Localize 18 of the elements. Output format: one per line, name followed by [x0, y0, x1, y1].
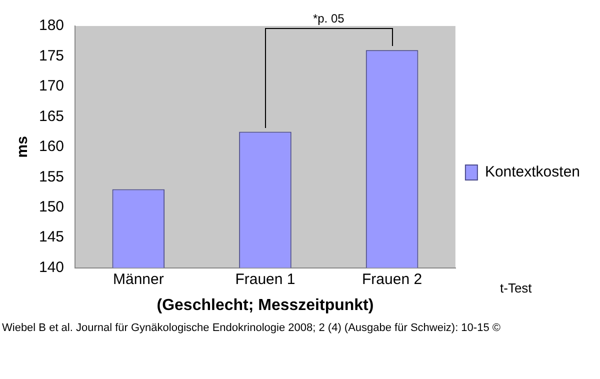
x-tick-label: Frauen 2 [362, 270, 422, 288]
text: t-Test [500, 280, 532, 296]
y-tick-label: 180 [38, 17, 64, 34]
y-tick-label: 140 [38, 258, 64, 276]
legend-label: Kontextkosten [484, 164, 580, 181]
y-tick-label: 160 [38, 138, 64, 156]
text: *p. 05 [312, 11, 345, 26]
x-axis-title: (Geschlecht; Messzeitpunkt) [156, 296, 374, 314]
text: Wiebel B et al. Journal für Gynäkologische Endokrinologie 2008; 2 (4) (Ausgabe für Schweiz): 10-15 © [2, 322, 500, 334]
x-tick-label: Frauen 1 [235, 270, 296, 288]
y-tick-label: 175 [38, 47, 64, 64]
x-tick-label: Männer [113, 270, 164, 288]
y-tick-label: 145 [38, 228, 64, 246]
y-tick-label: 170 [38, 78, 64, 95]
y-tick-label: 150 [38, 198, 64, 216]
y-tick-label: 155 [38, 168, 64, 186]
y-axis-title: ms [14, 136, 32, 158]
y-tick-label: 165 [38, 108, 64, 125]
